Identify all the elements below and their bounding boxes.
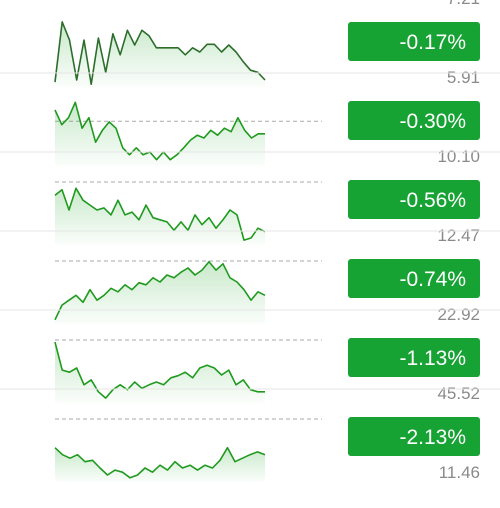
change-percent: -0.30% bbox=[399, 110, 466, 133]
sparkline bbox=[54, 101, 265, 161]
change-badge bbox=[348, 259, 480, 298]
change-badge bbox=[348, 180, 480, 219]
change-badge bbox=[348, 101, 480, 140]
sparkline-area bbox=[55, 261, 265, 324]
price: 5.91 bbox=[447, 68, 480, 87]
sparkline-area bbox=[55, 102, 265, 166]
change-percent: -0.56% bbox=[399, 189, 466, 212]
sparkline bbox=[54, 21, 266, 85]
change-badge bbox=[348, 22, 480, 61]
price: 10.10 bbox=[437, 147, 480, 166]
change-percent: -2.13% bbox=[399, 426, 466, 449]
previous-price: 7.21 bbox=[447, 0, 480, 8]
price: 11.46 bbox=[439, 463, 480, 482]
sparkline bbox=[54, 341, 265, 399]
change-badge bbox=[348, 417, 480, 456]
change-percent: -1.13% bbox=[399, 347, 466, 370]
change-percent: -0.17% bbox=[399, 31, 466, 54]
change-badge bbox=[348, 338, 480, 377]
sparkline bbox=[54, 260, 266, 321]
sparkline-area bbox=[55, 188, 265, 245]
price: 45.52 bbox=[437, 384, 480, 403]
sparkline-area bbox=[55, 342, 265, 403]
sparkline bbox=[54, 446, 266, 479]
sparkline bbox=[54, 187, 266, 241]
change-percent: -0.74% bbox=[399, 268, 466, 291]
price: 12.47 bbox=[437, 226, 480, 245]
sparkline-area bbox=[55, 447, 265, 482]
sparkline-area bbox=[55, 21, 265, 87]
price: 22.92 bbox=[437, 305, 480, 324]
